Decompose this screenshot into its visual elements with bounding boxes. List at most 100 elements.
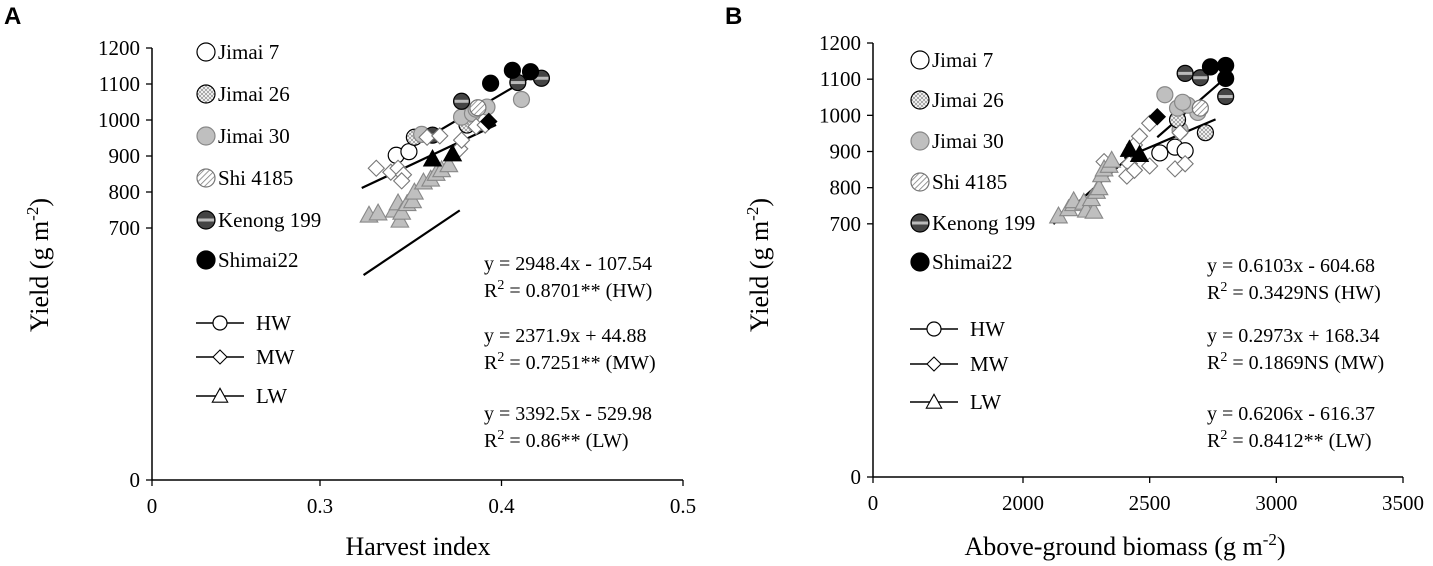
legend-label-b: Jimai 26 — [932, 88, 1004, 112]
regression-equation-a: y = 2948.4x - 107.54 — [484, 253, 652, 275]
x-tick-label-a: 0 — [147, 494, 158, 518]
y-axis-label-b: Yield (g m-2) — [743, 198, 774, 332]
data-point-lw-a — [402, 190, 423, 209]
y-axis-label-a-sup: -2 — [23, 207, 42, 221]
data-point-lw-a — [391, 202, 412, 220]
x-tick-label-a: 0.3 — [307, 494, 333, 518]
regression-equation-b: y = 0.6206x - 616.37 — [1207, 403, 1375, 425]
y-axis-label-a-end: ) — [25, 198, 54, 207]
x-axis-label-b-text: Above-ground biomass (g m — [964, 532, 1262, 561]
legend-treatment-label-a: LW — [256, 384, 287, 408]
data-point-lw-a — [439, 154, 459, 173]
r-squared-value: = 0.86** (LW) — [504, 430, 628, 452]
y-tick-label-b: 0 — [851, 465, 862, 489]
legend-treatment-label-a: HW — [256, 311, 291, 335]
y-tick-label-b: 700 — [830, 212, 862, 236]
r-squared-sup: 2 — [497, 350, 504, 365]
y-tick-label-a: 900 — [109, 144, 141, 168]
legend-marker-b — [910, 252, 930, 272]
data-point-mw-b — [1130, 127, 1149, 146]
x-axis-label-b: Above-ground biomass (g m-2) — [964, 530, 1285, 561]
legend-treatment-marker-b — [926, 356, 942, 372]
data-point-hw-a-band — [510, 81, 525, 85]
data-point-lw-a — [404, 182, 425, 200]
legend-marker-b — [910, 50, 930, 70]
legend-label-a: Shi 4185 — [218, 166, 293, 190]
r-squared-sup: 2 — [1220, 428, 1227, 443]
r-squared-value: = 0.7251** (MW) — [504, 352, 655, 374]
data-point-hw-b — [1173, 93, 1192, 111]
regression-equation-b: y = 0.6103x - 604.68 — [1207, 255, 1375, 277]
y-axis-label-b-text: Yield (g m — [745, 221, 774, 332]
data-point-hw-b — [1191, 99, 1209, 117]
data-points-a — [359, 61, 551, 228]
data-point-hw-b-band — [1178, 71, 1193, 75]
y-tick-label-b: 800 — [830, 176, 862, 200]
y-tick-label-b: 1100 — [820, 67, 861, 91]
r-squared-sup: 2 — [1220, 280, 1227, 295]
legend-treatment-marker-a — [212, 315, 228, 331]
r-squared-sup: 2 — [497, 278, 504, 293]
r-squared-symbol: R — [484, 430, 498, 452]
y-axis-label-a-text: Yield (g m — [25, 221, 54, 332]
legend-a: Jimai 7 Jimai 26 Jimai 30 Shi 4185 Kenong 19… — [196, 40, 321, 408]
legend-marker-a — [196, 250, 216, 270]
legend-treatment-marker-a — [212, 349, 228, 365]
legend-treatment-marker-a — [211, 387, 229, 403]
y-tick-label-a: 1200 — [98, 36, 140, 60]
y-tick-label-b: 900 — [830, 140, 862, 164]
legend-label-b: Jimai 30 — [932, 129, 1004, 153]
data-point-hw-b-band — [1218, 95, 1233, 99]
panel-letter-a: A — [4, 3, 21, 30]
y-tick-label-a: 1000 — [98, 108, 140, 132]
x-axis-label-a: Harvest index — [345, 532, 490, 561]
equations-b: y = 0.6103x - 604.68 R2 = 0.3429NS (HW) y … — [1207, 255, 1384, 452]
legend-marker-a-band — [198, 218, 214, 222]
legend-treatment-label-b: MW — [970, 352, 1009, 376]
y-tick-label-b: 1200 — [819, 31, 861, 55]
y-axis-label-b-sup: -2 — [743, 207, 762, 221]
tick-labels-a: 0 700 800 900 1000 1100 1200 0 0.3 0.4 0.5 — [98, 36, 696, 518]
x-axis-label-b-sup: -2 — [1263, 530, 1277, 549]
r-squared-symbol: R — [484, 280, 498, 302]
r-squared-a: R2 = 0.86** (LW) — [484, 428, 629, 452]
x-tick-label-b: 2000 — [1002, 491, 1044, 515]
legend-b: Jimai 7 Jimai 26 Jimai 30 Shi 4185 Kenong 19… — [910, 48, 1035, 414]
legend-marker-b — [910, 90, 930, 110]
data-point-mw-b — [1148, 108, 1167, 126]
regression-equation-a: y = 2371.9x + 44.88 — [484, 325, 647, 347]
r-squared-symbol: R — [1207, 282, 1221, 304]
legend-marker-b-band — [912, 221, 928, 225]
y-tick-label-a: 800 — [109, 180, 141, 204]
data-point-hw-b — [1201, 58, 1220, 76]
legend-marker-a — [196, 168, 216, 188]
legend-treatment-label-b: HW — [970, 317, 1005, 341]
x-tick-label-a: 0.4 — [488, 494, 515, 518]
data-point-lw-b — [1089, 177, 1109, 196]
data-point-hw-b — [1196, 124, 1215, 142]
y-tick-label-a: 1100 — [99, 72, 140, 96]
r-squared-symbol: R — [1207, 430, 1221, 452]
x-tick-label-b: 2500 — [1129, 491, 1171, 515]
data-point-mw-a — [367, 159, 386, 178]
fit-line-lw-a — [362, 209, 461, 277]
y-tick-label-b: 1000 — [819, 103, 861, 127]
legend-marker-b — [910, 172, 930, 192]
data-point-lw-b — [1084, 201, 1104, 219]
data-point-hw-a — [503, 61, 521, 79]
legend-marker-b — [910, 131, 930, 151]
legend-label-b: Jimai 7 — [932, 48, 993, 72]
data-point-mw-a — [392, 172, 411, 190]
r-squared-b: R2 = 0.3429NS (HW) — [1207, 280, 1381, 304]
r-squared-b: R2 = 0.1869NS (MW) — [1207, 350, 1384, 374]
data-point-hw-b — [1217, 56, 1235, 75]
data-point-lw-a — [368, 202, 388, 221]
data-point-hw-a — [521, 63, 540, 81]
regression-equation-b: y = 0.2973x + 168.34 — [1207, 325, 1380, 347]
data-point-lw-a — [442, 143, 463, 162]
data-point-hw-a-band — [534, 76, 549, 80]
legend-label-a: Shimai22 — [218, 248, 299, 272]
data-point-mw-b — [1171, 123, 1189, 142]
legend-marker-a — [196, 84, 216, 104]
